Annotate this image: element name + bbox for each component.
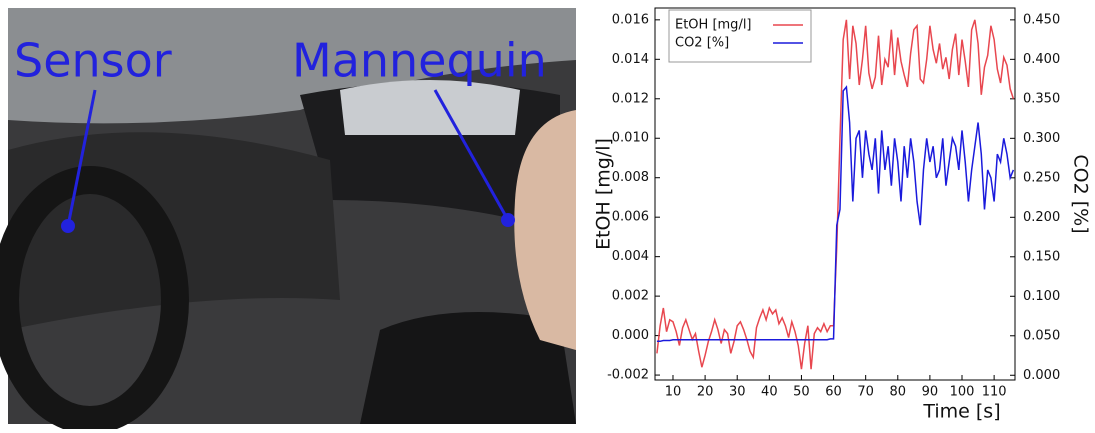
- x-tick-label: 60: [825, 385, 842, 400]
- x-tick-label: 100: [950, 385, 975, 400]
- mannequin-pointer: [433, 89, 510, 221]
- y-tick-label: 0.016: [612, 12, 649, 27]
- series-line: [656, 19, 1015, 370]
- y-tick-label: 0.006: [612, 210, 649, 225]
- y-tick-label: 0.008: [612, 170, 649, 185]
- y2-axis-label: CO2 [%]: [1070, 154, 1092, 233]
- y2-tick-label: 0.150: [1023, 249, 1060, 264]
- y2-tick-label: 0.050: [1023, 328, 1060, 343]
- car-roof: [8, 8, 576, 124]
- y2-tick-label: 0.200: [1023, 210, 1060, 225]
- legend-box: [668, 9, 812, 63]
- x-tick-label: 70: [857, 385, 874, 400]
- mannequin-dot: [501, 213, 515, 227]
- seat: [360, 312, 576, 424]
- x-axis-label: Time [s]: [922, 401, 1000, 423]
- y-tick-label: 0.014: [612, 52, 649, 67]
- x-tick-label: 30: [729, 385, 746, 400]
- steering-wheel: [0, 166, 189, 433]
- y-tick-label: 0.010: [612, 131, 649, 146]
- sensor-dot: [61, 219, 75, 233]
- photo-label: Mannequin: [292, 34, 547, 88]
- car-window: [340, 80, 520, 135]
- y2-tick-label: 0.350: [1023, 91, 1060, 106]
- sensor-pointer: [66, 89, 97, 227]
- x-tick-label: 110: [982, 385, 1007, 400]
- y2-tick-label: 0.300: [1023, 131, 1060, 146]
- photo-label: Sensor: [14, 34, 172, 88]
- y-tick-label: 0.012: [612, 91, 649, 106]
- y2-tick-label: 0.450: [1023, 12, 1060, 27]
- x-tick-label: 50: [793, 385, 810, 400]
- y-tick-label: 0.002: [612, 289, 649, 304]
- x-tick-label: 40: [761, 385, 778, 400]
- mannequin-face: [514, 110, 576, 350]
- chart: Time [s] EtOH [mg/l] CO2 [%] -0.002 0.000…: [593, 7, 1092, 423]
- series-line: [656, 85, 1015, 343]
- x-tick-label: 20: [697, 385, 714, 400]
- x-tick-label: 80: [890, 385, 907, 400]
- y-tick-label: 0.000: [612, 328, 649, 343]
- plot-frame: [654, 7, 1016, 381]
- legend-label: CO2 [%]: [675, 36, 729, 51]
- y-tick-label: -0.002: [607, 368, 649, 383]
- photo: Sensor Mannequin: [0, 8, 576, 433]
- legend-label: EtOH [mg/l]: [675, 18, 752, 33]
- y2-tick-label: 0.100: [1023, 289, 1060, 304]
- x-tick-label: 10: [665, 385, 682, 400]
- x-tick-label: 90: [922, 385, 939, 400]
- y-axis-label: EtOH [mg/l]: [593, 138, 615, 250]
- y2-tick-label: 0.250: [1023, 170, 1060, 185]
- y-tick-label: 0.004: [612, 249, 649, 264]
- y2-tick-label: 0.400: [1023, 52, 1060, 67]
- y2-tick-label: 0.000: [1023, 368, 1060, 383]
